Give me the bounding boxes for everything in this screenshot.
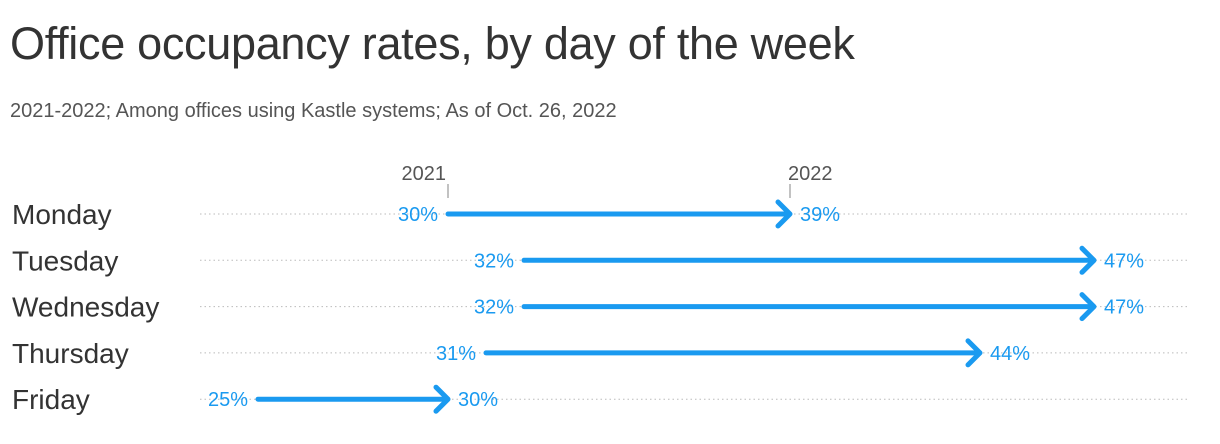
end-value-label: 39% xyxy=(800,204,840,226)
category-label: Wednesday xyxy=(12,292,159,323)
start-value-label: 32% xyxy=(474,297,514,319)
start-value-label: 32% xyxy=(474,250,514,272)
row-wednesday: Wednesday 32% 47% xyxy=(12,292,1188,323)
category-label: Thursday xyxy=(12,338,129,369)
start-value-label: 31% xyxy=(436,343,476,365)
row-tuesday: Tuesday 32% 47% xyxy=(12,245,1188,276)
arrow-head xyxy=(1079,245,1097,275)
end-value-label: 44% xyxy=(990,343,1030,365)
arrow-head xyxy=(433,384,451,414)
category-label: Friday xyxy=(12,384,90,415)
year-markers: 2021 2022 xyxy=(402,163,833,198)
row-thursday: Thursday 31% 44% xyxy=(12,338,1188,369)
arrow-head xyxy=(775,199,793,229)
arrow-head xyxy=(1079,292,1097,322)
row-friday: Friday 25% 30% xyxy=(12,384,1188,415)
category-label: Tuesday xyxy=(12,245,118,276)
start-value-label: 25% xyxy=(208,389,248,411)
chart-rows: Monday 30% 39% Tuesday 32% 47% Wednesday 32% 47%… xyxy=(12,199,1188,415)
end-value-label: 30% xyxy=(458,389,498,411)
start-value-label: 30% xyxy=(398,204,438,226)
chart-subtitle: 2021-2022; Among offices using Kastle sy… xyxy=(10,100,617,122)
row-monday: Monday 30% 39% xyxy=(12,199,1188,230)
year-label-end: 2022 xyxy=(788,163,833,185)
category-label: Monday xyxy=(12,199,112,230)
year-label-start: 2021 xyxy=(402,163,447,185)
chart-title: Office occupancy rates, by day of the we… xyxy=(10,18,855,69)
end-value-label: 47% xyxy=(1104,250,1144,272)
arrow-head xyxy=(965,338,983,368)
end-value-label: 47% xyxy=(1104,297,1144,319)
